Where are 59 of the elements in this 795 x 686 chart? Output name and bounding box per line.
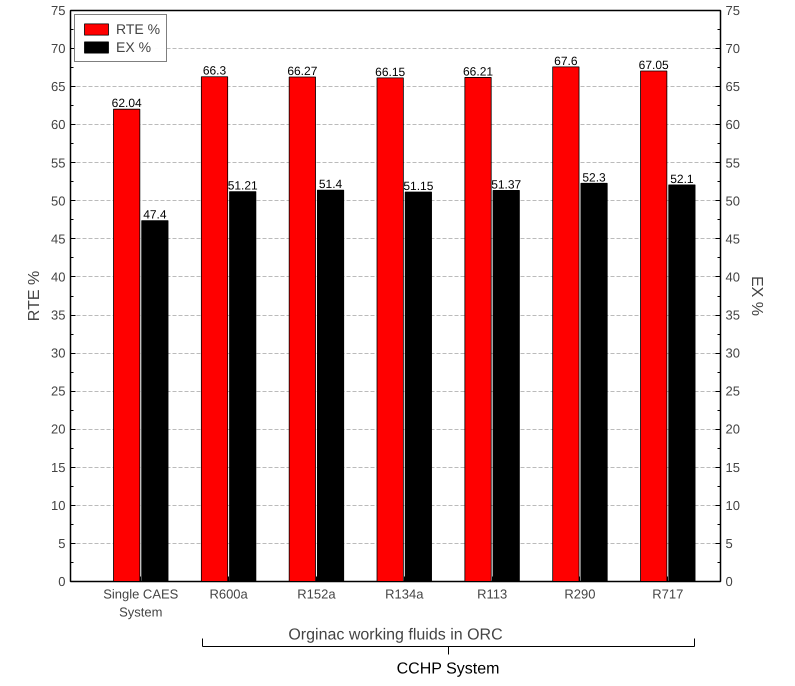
y-tick-label: 65 bbox=[51, 79, 66, 94]
y-tick-label: 20 bbox=[51, 422, 66, 437]
y-tick-label: 25 bbox=[51, 384, 66, 399]
x-axis-title: Orginac working fluids in ORC bbox=[288, 626, 503, 644]
y2-tick-label: 55 bbox=[726, 155, 740, 170]
data-label: 66.15 bbox=[375, 64, 406, 79]
data-label: 51.15 bbox=[403, 179, 434, 194]
data-label: 51.37 bbox=[491, 177, 522, 192]
y-tick-label: 5 bbox=[58, 536, 66, 551]
data-label: 66.21 bbox=[463, 64, 494, 78]
y2-tick-label: 0 bbox=[726, 574, 733, 589]
legend-label: RTE % bbox=[116, 21, 160, 37]
y2-tick-label: 70 bbox=[726, 41, 740, 56]
x-tick-label: R152a bbox=[297, 586, 336, 602]
y2-tick-label: 10 bbox=[726, 498, 740, 513]
data-label: 66.27 bbox=[287, 64, 318, 78]
y-tick-label: 40 bbox=[51, 269, 66, 284]
data-label: 52.1 bbox=[670, 172, 694, 186]
y2-tick-label: 60 bbox=[726, 117, 740, 132]
y2-tick-label: 65 bbox=[726, 79, 740, 94]
y2-tick-label: 5 bbox=[726, 536, 733, 551]
y-tick-label: 45 bbox=[51, 231, 66, 246]
legend-label: EX % bbox=[116, 39, 152, 55]
data-label: 51.21 bbox=[228, 178, 258, 193]
y-axis-title: RTE % bbox=[26, 270, 44, 322]
data-label: 67.6 bbox=[554, 54, 578, 68]
y2-tick-label: 75 bbox=[726, 3, 740, 18]
x-tick-label: R717 bbox=[652, 586, 684, 602]
data-label: 47.4 bbox=[143, 208, 167, 222]
y-tick-label: 10 bbox=[51, 498, 66, 513]
y2-tick-label: 30 bbox=[726, 346, 740, 361]
data-label: 52.3 bbox=[582, 170, 606, 184]
y-tick-label: 55 bbox=[51, 155, 66, 170]
y2-tick-label: 40 bbox=[726, 269, 740, 284]
y2-tick-label: 25 bbox=[726, 384, 740, 399]
x-tick-label: Single CAES System bbox=[103, 586, 179, 620]
data-label: 62.04 bbox=[112, 96, 142, 110]
y2-tick-label: 20 bbox=[726, 422, 740, 437]
y-tick-label: 35 bbox=[51, 308, 66, 323]
data-label: 51.4 bbox=[318, 177, 343, 192]
x-tick-label: R134a bbox=[385, 586, 424, 602]
x-tick-label: R290 bbox=[564, 586, 596, 602]
y2-tick-label: 15 bbox=[726, 460, 740, 475]
x-tick-label: R113 bbox=[477, 586, 508, 602]
y-tick-label: 70 bbox=[51, 41, 66, 56]
y-tick-label: 15 bbox=[51, 460, 66, 475]
y2-axis-title: EX % bbox=[748, 276, 765, 316]
y2-tick-label: 45 bbox=[726, 231, 740, 246]
y2-tick-label: 50 bbox=[726, 193, 740, 208]
text: CCHP System bbox=[396, 660, 500, 678]
data-label: 66.3 bbox=[202, 64, 227, 78]
y-tick-label: 50 bbox=[51, 193, 66, 208]
y-tick-label: 75 bbox=[51, 3, 66, 18]
y-tick-label: 60 bbox=[51, 117, 66, 132]
y-tick-label: 30 bbox=[51, 346, 66, 361]
y2-tick-label: 35 bbox=[726, 308, 740, 323]
x-tick-label: R600a bbox=[209, 586, 249, 602]
y-tick-label: 0 bbox=[58, 574, 66, 589]
data-label: 67.05 bbox=[638, 58, 670, 72]
